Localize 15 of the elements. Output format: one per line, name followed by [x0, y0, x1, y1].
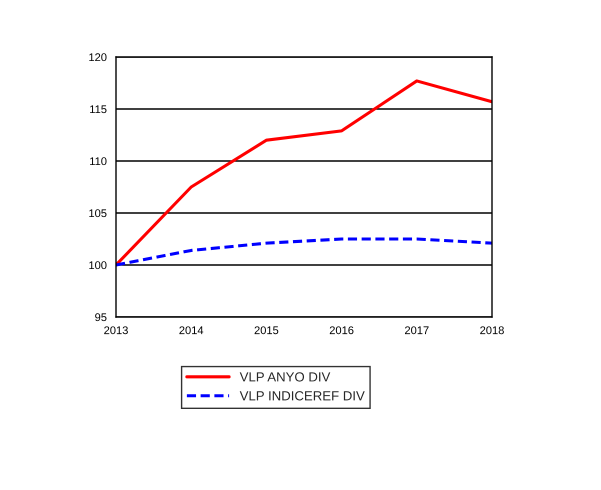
legend-label: VLP INDICEREF DIV: [240, 391, 365, 400]
x-tick-label: 2018: [480, 326, 504, 334]
y-tick-label: 95: [95, 313, 107, 322]
y-tick-label: 100: [89, 261, 107, 270]
y-tick-label: 110: [90, 157, 107, 166]
x-tick-label: 2013: [104, 326, 128, 334]
x-tick-label: 2014: [179, 326, 204, 334]
x-tick-label: 2015: [254, 326, 278, 334]
legend-label: VLP ANYO DIV: [240, 372, 330, 382]
line-series: [116, 237, 492, 267]
y-tick-label: 105: [89, 209, 107, 218]
y-tick-label: 115: [90, 105, 107, 114]
x-tick-label: 2016: [330, 326, 354, 334]
x-tick-label: 2017: [405, 326, 429, 334]
y-tick-label: 120: [89, 53, 107, 62]
